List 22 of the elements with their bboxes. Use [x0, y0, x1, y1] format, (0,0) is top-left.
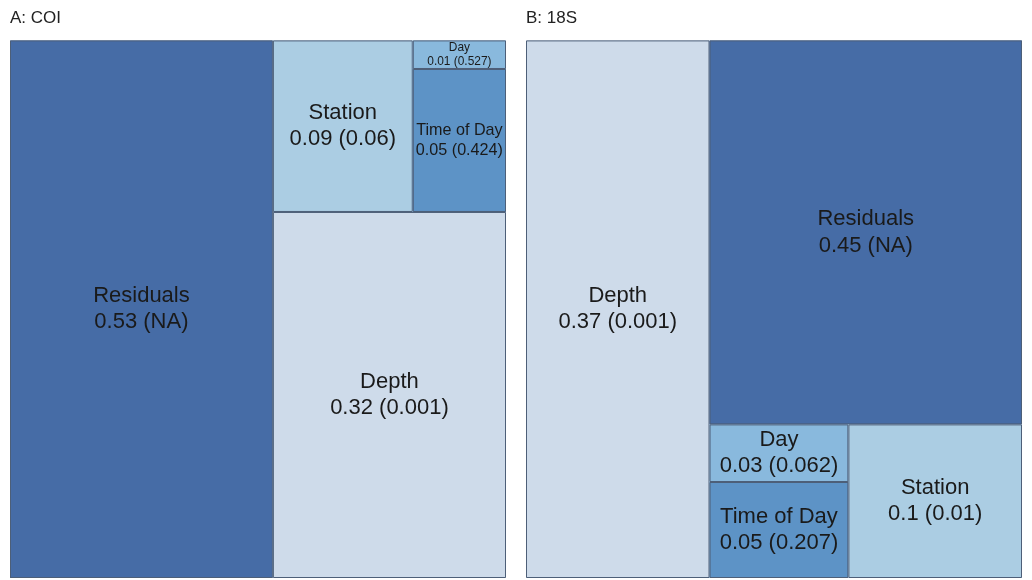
data-label: 0.05 (0.207) — [719, 529, 839, 555]
category-label: Time of Day — [416, 120, 504, 139]
data-label: 0.32 (0.001) — [330, 394, 449, 420]
category-label: Depth — [360, 367, 419, 393]
data-label: 0.01 (0.527) — [427, 54, 492, 69]
category-label: Depth — [588, 282, 648, 308]
data-label: 0.09 (0.06) — [289, 125, 397, 151]
category-label: Residuals — [817, 205, 915, 231]
data-label: 0.1 (0.01) — [888, 500, 983, 526]
text: B: 18S — [526, 7, 578, 27]
data-label: 0.03 (0.062) — [719, 452, 839, 478]
data-label: 0.37 (0.001) — [558, 308, 678, 334]
category-label: Residuals — [93, 282, 190, 308]
category-label: Station — [308, 99, 378, 125]
data-label: 0.53 (NA) — [94, 308, 189, 334]
category-label: Station — [900, 474, 970, 500]
data-label: 0.45 (NA) — [818, 231, 913, 257]
category-label: Day — [448, 39, 470, 54]
category-label: Time of Day — [720, 502, 838, 528]
text: A: COI — [10, 7, 62, 27]
category-label: Day — [759, 426, 799, 452]
data-label: 0.05 (0.424) — [415, 139, 503, 158]
